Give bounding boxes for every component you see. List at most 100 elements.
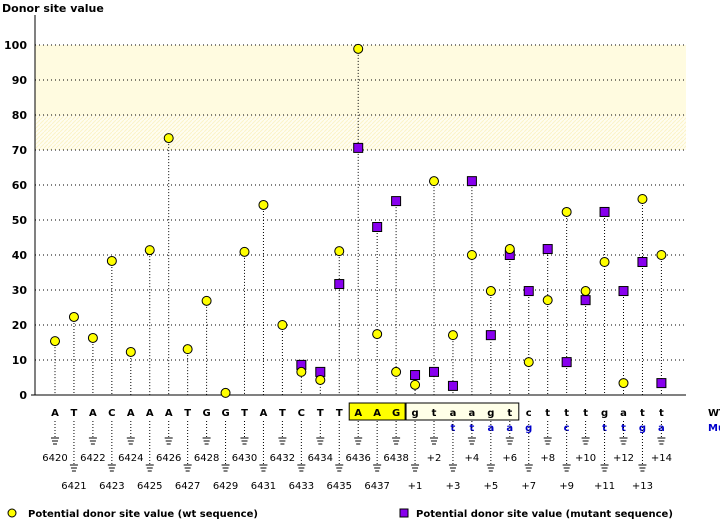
position-label: 6423 (99, 481, 124, 492)
wt-base: T (241, 408, 248, 419)
mutant-base: t (470, 423, 475, 434)
mutant-point (334, 279, 345, 290)
wt-point (580, 286, 591, 297)
wt-point (239, 246, 250, 257)
mutant-base: t (602, 423, 607, 434)
wt-base: A (146, 408, 154, 419)
wt-point (542, 295, 553, 306)
mutant-point (353, 142, 364, 153)
wt-point (561, 206, 572, 217)
wt-point (163, 133, 174, 144)
wt-point (258, 199, 269, 210)
wt-point (68, 311, 79, 322)
y-tick-label: 70 (12, 144, 28, 157)
wt-base: G (221, 408, 229, 419)
position-label: 6427 (175, 481, 200, 492)
wt-point (201, 295, 212, 306)
wt-point (50, 336, 60, 347)
position-label: 6432 (270, 453, 295, 464)
wt-point (315, 374, 326, 385)
wt-base: g (411, 408, 418, 419)
wt-point (391, 366, 402, 377)
wt-base: T (317, 408, 324, 419)
y-tick-label: 0 (19, 389, 27, 402)
wt-point (144, 245, 155, 256)
mutant-point (637, 257, 648, 267)
position-label: +4 (465, 453, 480, 464)
position-label: 6431 (251, 481, 276, 492)
mutant-base: t (451, 423, 456, 434)
y-tick-label: 100 (4, 39, 27, 52)
mutant-base: a (506, 423, 513, 434)
wt-base: C (298, 408, 305, 419)
wt-base: t (583, 408, 588, 419)
wt-base: A (373, 408, 381, 419)
wt-base: T (71, 408, 78, 419)
position-label: +10 (575, 453, 596, 464)
wt-base: A (89, 408, 97, 419)
wt-point (599, 257, 610, 267)
mutant-row-label: Mutant (708, 423, 720, 434)
wt-point (296, 366, 307, 377)
mutant-point (429, 366, 439, 377)
position-label: 6437 (364, 481, 389, 492)
mutant-point (656, 378, 667, 389)
y-tick-label: 60 (12, 179, 28, 192)
position-label: 6436 (345, 453, 370, 464)
wt-base: g (601, 408, 608, 419)
mutant-point (618, 286, 629, 297)
mutant-point (466, 176, 477, 187)
wt-base: a (620, 408, 627, 419)
mutant-point (485, 330, 496, 341)
position-label: +7 (521, 481, 536, 492)
position-label: 6420 (42, 453, 67, 464)
exon-box (348, 402, 406, 421)
wt-point (504, 244, 515, 255)
wt-point (656, 250, 667, 260)
position-label: 6428 (194, 453, 219, 464)
mutant-point (372, 222, 383, 232)
wt-row-label: WT (708, 408, 720, 419)
wt-point (220, 387, 231, 398)
legend-mutant-marker (399, 508, 409, 518)
position-label: +6 (502, 453, 517, 464)
wt-base: T (184, 408, 191, 419)
wt-base: g (487, 408, 494, 419)
position-label: 6424 (118, 453, 143, 464)
mutant-base: a (487, 423, 494, 434)
y-tick-label: 30 (12, 284, 28, 297)
position-label: +8 (540, 453, 555, 464)
wt-point (125, 346, 136, 357)
wt-base: G (202, 408, 210, 419)
wt-base: A (260, 408, 268, 419)
position-label: +13 (632, 481, 653, 492)
intron-box (405, 402, 520, 421)
mutant-point (391, 196, 402, 207)
mutant-point (580, 295, 591, 306)
position-label: +3 (446, 481, 461, 492)
mutant-base: c (564, 423, 570, 434)
mutant-point (447, 380, 458, 391)
y-tick-label: 20 (12, 319, 28, 332)
legend-wt-marker (7, 508, 17, 518)
position-label: 6433 (289, 481, 314, 492)
wt-base: t (507, 408, 512, 419)
y-tick-label: 80 (12, 109, 28, 122)
wt-base: a (469, 408, 476, 419)
position-label: +12 (613, 453, 634, 464)
mutant-base: t (621, 423, 626, 434)
wt-point (523, 357, 534, 368)
wt-point (182, 344, 193, 355)
position-label: 6422 (80, 453, 105, 464)
wt-base: A (127, 408, 135, 419)
position-label: 6425 (137, 481, 162, 492)
wt-base: A (165, 408, 173, 419)
position-label: 6438 (383, 453, 408, 464)
mutant-base: g (639, 423, 646, 434)
wt-point (353, 43, 364, 54)
position-label: 6435 (327, 481, 352, 492)
mutant-point (523, 286, 534, 297)
wt-point (466, 250, 477, 260)
wt-base: t (564, 408, 569, 419)
wt-point (429, 176, 439, 187)
